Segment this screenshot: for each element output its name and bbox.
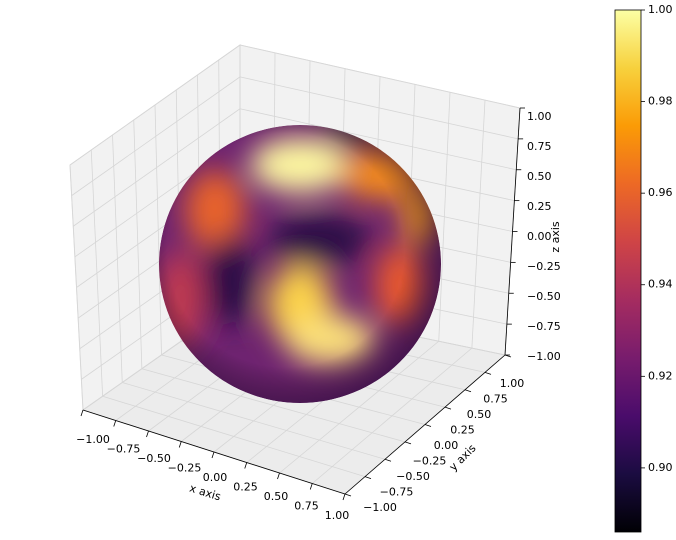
z-tick-label: 0.50: [527, 170, 552, 183]
tick-mark: [211, 451, 215, 459]
x-tick-label: −1.00: [76, 433, 110, 446]
z-tick-label: 0.75: [527, 140, 552, 153]
tick-mark: [464, 389, 472, 393]
x-tick-label: 0.75: [294, 500, 319, 513]
x-tick-label: −0.75: [107, 443, 141, 456]
y-tick-label: −0.50: [396, 470, 430, 483]
grid-line: [71, 76, 241, 196]
y-tick-label: 0.25: [450, 424, 475, 437]
tick-mark: [80, 409, 84, 417]
y-tick-label: −0.75: [380, 486, 414, 499]
x-tick-label: −0.50: [137, 452, 171, 465]
grid-line: [73, 108, 241, 227]
axis-line: [504, 107, 521, 356]
grid-line: [141, 368, 406, 443]
tick-mark: [277, 472, 280, 480]
colorbar-tick-label: 0.92: [648, 369, 673, 382]
axes: −1.00−0.75−0.50−0.250.000.250.500.751.00…: [76, 107, 561, 522]
grid-line: [239, 76, 519, 140]
colorbar-axis: 0.90 0.92 0.94 0.96 0.98 1.00: [641, 3, 673, 474]
grid-line: [69, 44, 241, 166]
tick-mark: [444, 406, 452, 410]
y-tick-label: 0.50: [467, 408, 492, 421]
tick-mark: [309, 483, 313, 490]
colorbar-tick-label: 0.98: [648, 95, 673, 108]
x-tick-label: 0.50: [264, 490, 289, 503]
tick-mark: [178, 441, 182, 448]
axis-line: [82, 409, 346, 495]
x-axis-label: x axis: [188, 482, 223, 504]
x-tick-label: 0.00: [203, 471, 228, 484]
z-tick-label: −0.50: [527, 290, 561, 303]
colorbar-tick-label: 1.00: [648, 3, 673, 16]
tick-mark: [146, 430, 149, 438]
z-tick-label: 0.00: [527, 230, 552, 243]
tick-mark: [244, 462, 248, 469]
tick-mark: [342, 493, 346, 501]
z-axis-label: z axis: [549, 221, 562, 253]
grid-line: [239, 108, 517, 171]
colorbar-tick-label: 0.94: [648, 278, 673, 291]
tick-mark: [424, 424, 432, 427]
z-tick-label: 0.25: [527, 200, 552, 213]
axis-line: [344, 354, 506, 495]
x-tick-label: −0.25: [168, 462, 202, 475]
tick-mark: [344, 493, 352, 497]
tick-mark: [484, 371, 492, 375]
colorbar-tick-label: 0.90: [648, 461, 673, 474]
y-tick-label: 0.75: [483, 393, 508, 406]
y-tick-label: 1.00: [500, 377, 525, 390]
tick-mark: [364, 476, 372, 480]
tick-mark: [404, 441, 412, 445]
tick-mark: [384, 458, 392, 462]
z-tick-label: −0.25: [527, 260, 561, 273]
colorbar-tick-label: 0.96: [648, 186, 673, 199]
y-tick-label: −0.25: [413, 455, 447, 468]
tick-mark: [113, 420, 117, 427]
x-tick-label: 1.00: [325, 509, 350, 522]
z-tick-label: −0.75: [527, 320, 561, 333]
colorbar: [614, 9, 642, 533]
grid-line: [102, 395, 366, 478]
x-tick-label: 0.25: [233, 481, 258, 494]
y-tick-label: 0.00: [434, 439, 459, 452]
grid-line: [239, 44, 521, 109]
z-tick-label: 1.00: [527, 110, 552, 123]
grid-line: [122, 382, 386, 460]
y-tick-label: −1.00: [363, 501, 397, 514]
z-tick-label: −1.00: [527, 350, 561, 363]
